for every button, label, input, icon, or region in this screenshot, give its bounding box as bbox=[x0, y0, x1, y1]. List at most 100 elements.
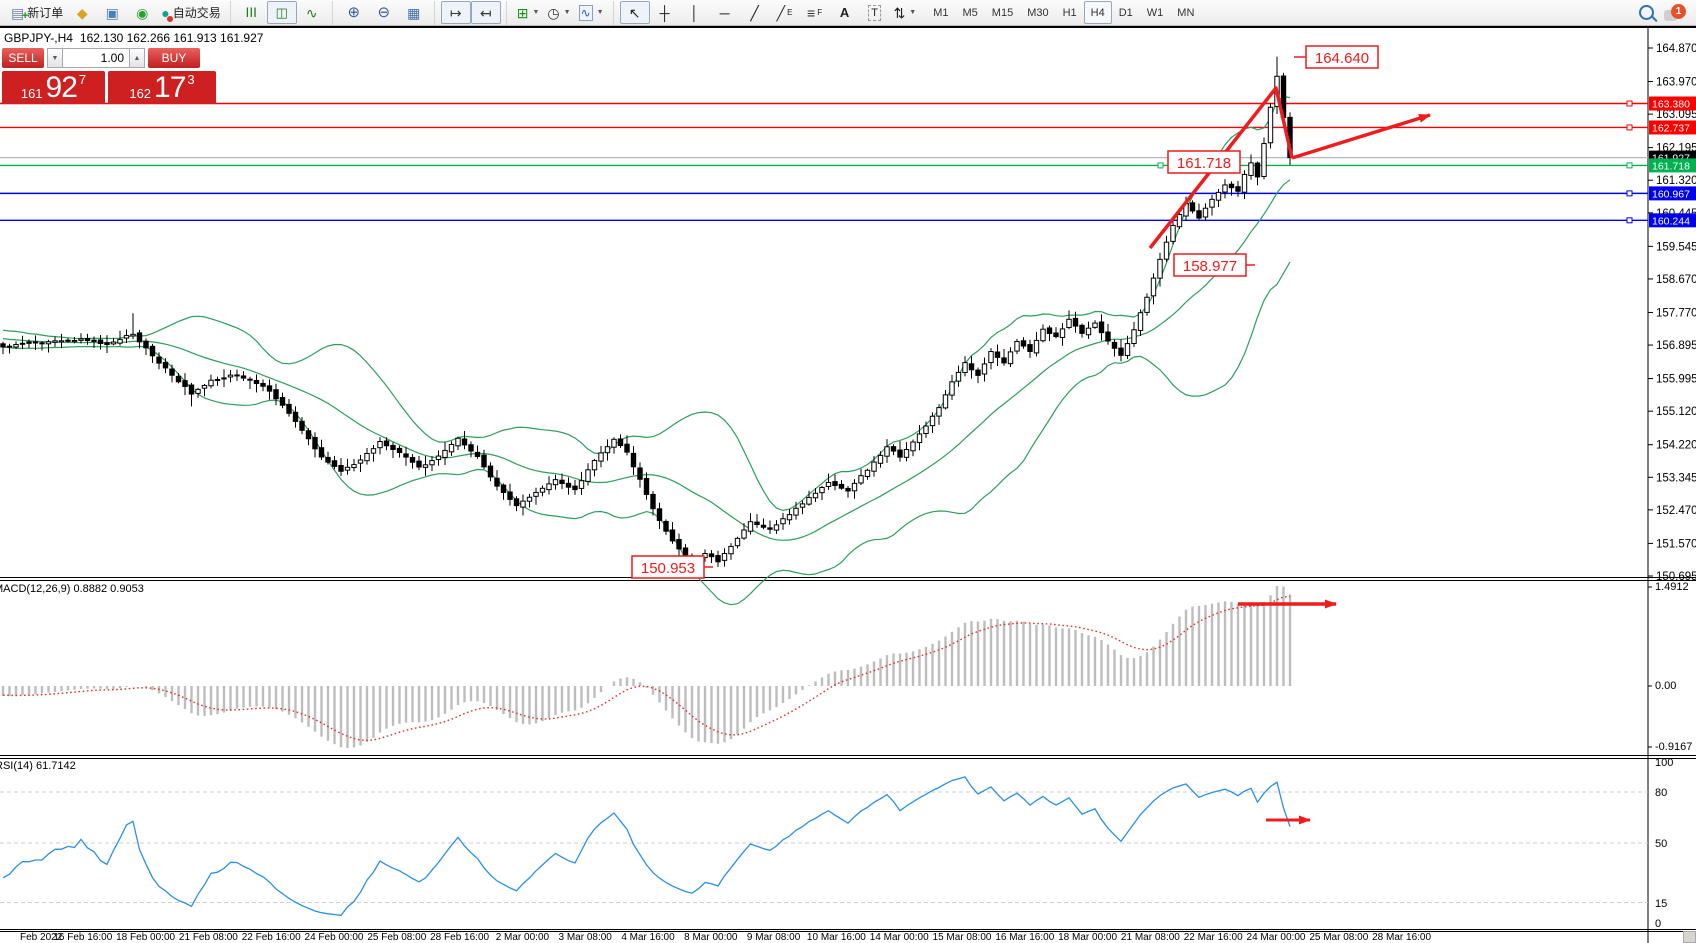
candle[interactable] bbox=[786, 514, 793, 521]
candle[interactable] bbox=[422, 464, 429, 468]
candle[interactable] bbox=[1066, 318, 1072, 329]
candle[interactable] bbox=[169, 368, 175, 376]
candle[interactable] bbox=[1248, 162, 1254, 176]
tile-windows-button[interactable]: ▦ bbox=[399, 1, 429, 24]
candle[interactable] bbox=[1157, 258, 1163, 279]
candle[interactable] bbox=[286, 403, 292, 414]
candle[interactable] bbox=[1046, 327, 1053, 334]
time-axis-label[interactable]: 14 Mar 00:00 bbox=[870, 932, 929, 943]
time-axis-label[interactable]: 25 Mar 08:00 bbox=[1309, 932, 1368, 943]
candlestick-chart-button[interactable]: ◫ bbox=[266, 1, 297, 24]
price-tick-label[interactable]: 164.870 bbox=[1656, 43, 1696, 55]
candle[interactable] bbox=[624, 443, 630, 453]
candle[interactable] bbox=[123, 335, 130, 339]
candle[interactable] bbox=[1020, 340, 1027, 347]
candle[interactable] bbox=[669, 529, 676, 542]
candle[interactable] bbox=[955, 371, 962, 382]
crosshair-button[interactable]: ┼ bbox=[650, 1, 680, 24]
candle[interactable] bbox=[1111, 341, 1118, 349]
candle[interactable] bbox=[929, 415, 936, 427]
time-axis-label[interactable]: 3 Mar 08:00 bbox=[559, 932, 613, 943]
price-tick-label[interactable]: 154.220 bbox=[1656, 440, 1696, 452]
price-annotation-box[interactable] bbox=[1167, 150, 1241, 174]
candle[interactable] bbox=[344, 466, 351, 471]
price-tick-label[interactable]: 151.570 bbox=[1656, 538, 1696, 550]
candle[interactable] bbox=[676, 538, 682, 550]
candle[interactable] bbox=[1092, 322, 1098, 328]
candle[interactable] bbox=[1189, 202, 1196, 212]
hline-handle[interactable] bbox=[1626, 190, 1633, 197]
candle[interactable] bbox=[1118, 347, 1124, 356]
candle[interactable] bbox=[494, 477, 500, 487]
periods-dropdown-caret[interactable]: ▼ bbox=[563, 9, 571, 16]
candle[interactable] bbox=[221, 377, 227, 380]
candle[interactable] bbox=[1079, 324, 1085, 334]
candle[interactable] bbox=[442, 449, 448, 458]
timeframe-d1-button[interactable]: D1 bbox=[1118, 6, 1133, 19]
candle[interactable] bbox=[149, 345, 156, 357]
arrows-button[interactable]: ⇅ ▼ bbox=[890, 1, 921, 24]
candle[interactable] bbox=[916, 433, 923, 444]
price-tick-label[interactable]: 163.970 bbox=[1656, 77, 1696, 89]
candle[interactable] bbox=[338, 465, 344, 472]
price-annotation-box[interactable] bbox=[1173, 253, 1247, 277]
candle[interactable] bbox=[520, 500, 526, 508]
price-tick-label[interactable]: 163.095 bbox=[1656, 109, 1696, 121]
candle[interactable] bbox=[604, 446, 611, 454]
candle[interactable] bbox=[84, 338, 91, 342]
profile-button[interactable]: ▣ bbox=[97, 1, 127, 24]
candle[interactable] bbox=[721, 552, 728, 561]
time-axis-label[interactable]: 21 Feb 08:00 bbox=[179, 932, 238, 943]
candle[interactable] bbox=[884, 446, 890, 457]
candle[interactable] bbox=[292, 411, 299, 422]
candle[interactable] bbox=[396, 447, 403, 453]
time-axis-label[interactable]: 24 Feb 00:00 bbox=[305, 932, 364, 943]
timeframe-h4-button[interactable]: H4 bbox=[1083, 1, 1112, 24]
candle[interactable] bbox=[877, 454, 884, 464]
templates-button[interactable]: ∿ ▼ bbox=[575, 1, 608, 24]
zoom-in-button[interactable]: ⊕ bbox=[339, 1, 369, 24]
trendline-button[interactable]: ╱ bbox=[740, 1, 770, 24]
candle[interactable] bbox=[182, 380, 188, 387]
chart-shift-button[interactable]: ↤ bbox=[470, 1, 501, 24]
time-axis-label[interactable]: 10 Mar 16:00 bbox=[807, 932, 866, 943]
candle[interactable] bbox=[1131, 329, 1137, 345]
search-icon[interactable] bbox=[1639, 5, 1654, 20]
candle[interactable] bbox=[461, 438, 468, 446]
candle[interactable] bbox=[1254, 162, 1261, 178]
equidistant-channel-button[interactable]: ╱ E bbox=[770, 1, 800, 24]
candle[interactable] bbox=[52, 340, 58, 343]
time-axis-label[interactable]: Feb 2022 bbox=[20, 932, 63, 943]
candle[interactable] bbox=[923, 425, 929, 435]
candle[interactable] bbox=[559, 479, 565, 485]
new-order-button[interactable]: ▤ + 新订单 bbox=[7, 1, 67, 24]
candle[interactable] bbox=[6, 345, 13, 348]
candle[interactable] bbox=[864, 469, 871, 477]
candle[interactable] bbox=[630, 452, 637, 468]
candle[interactable] bbox=[162, 361, 169, 369]
indicators-dropdown-caret[interactable]: ▼ bbox=[532, 9, 540, 16]
candle[interactable] bbox=[117, 338, 123, 344]
price-tick-label[interactable]: 156.895 bbox=[1656, 340, 1696, 352]
vertical-line-button[interactable]: │ bbox=[680, 1, 710, 24]
price-tick-label[interactable]: 157.770 bbox=[1656, 307, 1696, 319]
candle[interactable] bbox=[962, 362, 968, 373]
candle[interactable] bbox=[780, 518, 786, 525]
candle[interactable] bbox=[1170, 224, 1176, 242]
hline-handle[interactable] bbox=[1626, 124, 1633, 131]
candle[interactable] bbox=[227, 374, 234, 378]
candle[interactable] bbox=[1215, 191, 1222, 201]
price-tick-label[interactable]: 161.320 bbox=[1656, 175, 1696, 187]
candle[interactable] bbox=[136, 332, 143, 343]
time-axis-label[interactable]: 9 Mar 08:00 bbox=[747, 932, 801, 943]
candle[interactable] bbox=[565, 482, 572, 488]
candle[interactable] bbox=[643, 478, 650, 495]
candle[interactable] bbox=[734, 537, 741, 547]
candle[interactable] bbox=[981, 363, 988, 375]
styler-button[interactable]: ◆ bbox=[67, 1, 97, 24]
candle[interactable] bbox=[58, 340, 65, 343]
time-axis-label[interactable]: 16 Feb 16:00 bbox=[53, 932, 112, 943]
candle[interactable] bbox=[1235, 186, 1241, 192]
candle[interactable] bbox=[1105, 331, 1111, 342]
candle[interactable] bbox=[546, 483, 552, 491]
